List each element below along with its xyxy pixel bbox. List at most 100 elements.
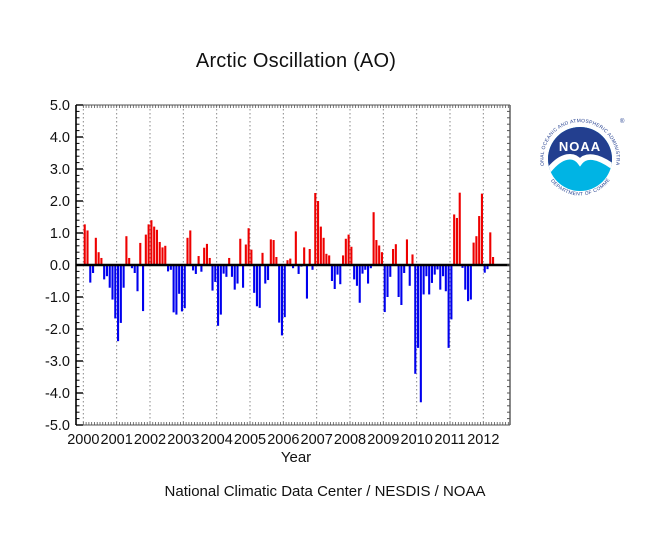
bar-2005-06 <box>264 265 267 284</box>
bar-2000-04 <box>92 265 95 273</box>
bar-2006-06 <box>297 265 300 274</box>
bar-2003-02 <box>186 237 189 265</box>
bar-2003-10 <box>208 257 211 265</box>
bar-2003-05 <box>194 265 197 274</box>
x-axis-title: Year <box>280 449 312 466</box>
bar-2007-07 <box>333 265 336 289</box>
bar-2006-03 <box>289 258 292 265</box>
bar-2001-11 <box>144 234 147 265</box>
bar-2007-04 <box>325 253 328 265</box>
bar-2001-02 <box>119 265 122 323</box>
bar-2002-11 <box>178 265 181 294</box>
y-tick-label-3.0: 3.0 <box>50 162 70 178</box>
bar-2005-10 <box>275 257 278 265</box>
bar-2004-08 <box>236 265 239 284</box>
bar-2011-05 <box>461 265 464 268</box>
bar-2010-07 <box>433 265 436 275</box>
x-tick-label-2003: 2003 <box>167 432 199 448</box>
bar-2011-03 <box>455 217 458 265</box>
bar-2002-03 <box>155 229 158 265</box>
bar-2008-12 <box>380 252 383 265</box>
bar-2008-07 <box>367 265 370 284</box>
y-tick-label-1.0: 1.0 <box>50 226 70 242</box>
bar-2005-08 <box>269 239 272 265</box>
y-tick-label-0.0: 0.0 <box>50 258 70 274</box>
bar-2000-03 <box>89 265 92 283</box>
bar-2011-12 <box>480 193 483 265</box>
footer-credit: National Climatic Data Center / NESDIS /… <box>164 483 486 500</box>
bar-2002-02 <box>153 226 156 265</box>
bar-2005-02 <box>253 265 256 293</box>
bar-2006-08 <box>303 247 306 265</box>
bar-2009-07 <box>400 265 403 305</box>
bar-2010-12 <box>447 265 450 348</box>
bar-2003-04 <box>192 265 195 271</box>
x-tick-label-2000: 2000 <box>67 432 99 448</box>
bar-2002-04 <box>158 241 161 265</box>
bar-2008-08 <box>369 265 372 269</box>
bar-2002-12 <box>180 265 183 312</box>
bar-2006-05 <box>294 231 297 265</box>
bar-2002-05 <box>161 247 164 265</box>
bar-2012-02 <box>486 265 489 270</box>
bar-2009-05 <box>394 244 397 265</box>
bar-2007-06 <box>330 265 333 281</box>
bar-2004-01 <box>217 265 220 326</box>
y-tick-label--3.0: -3.0 <box>45 354 70 370</box>
bar-2012-01 <box>483 265 486 273</box>
bar-2011-06 <box>464 265 467 290</box>
bar-2002-10 <box>175 265 178 315</box>
bar-2012-03 <box>489 232 492 265</box>
bar-2002-07 <box>167 265 170 272</box>
bar-2004-04 <box>225 265 228 277</box>
x-tick-label-2007: 2007 <box>301 432 333 448</box>
x-tick-label-2001: 2001 <box>101 432 133 448</box>
bar-2000-01 <box>83 224 86 265</box>
bar-2002-06 <box>164 245 167 265</box>
y-tick-label-5.0: 5.0 <box>50 98 70 114</box>
bar-2003-08 <box>203 247 206 265</box>
x-tick-label-2011: 2011 <box>434 432 465 448</box>
bar-2007-02 <box>319 226 322 265</box>
bar-2001-10 <box>142 265 145 312</box>
y-tick-label--1.0: -1.0 <box>45 290 70 306</box>
bar-2000-07 <box>100 257 103 265</box>
seagull-icon <box>548 154 612 173</box>
bar-2002-01 <box>150 220 153 265</box>
bar-2006-02 <box>286 260 289 265</box>
bar-2010-02 <box>419 265 422 403</box>
bar-2011-08 <box>469 265 472 300</box>
registered-trademark-icon: ® <box>620 118 625 125</box>
bar-2004-10 <box>242 265 245 288</box>
bar-2004-07 <box>233 265 236 290</box>
bar-2001-05 <box>128 257 131 265</box>
bar-2004-12 <box>247 228 250 265</box>
bar-2009-11 <box>411 254 414 265</box>
bar-2003-09 <box>205 243 208 265</box>
y-tick-label--4.0: -4.0 <box>45 386 70 402</box>
bar-2007-05 <box>328 255 331 265</box>
bar-2008-11 <box>378 245 381 265</box>
bar-2006-10 <box>308 249 311 265</box>
bar-2004-11 <box>244 244 247 265</box>
bar-2009-01 <box>383 265 386 313</box>
bar-2010-09 <box>439 265 442 290</box>
x-tick-label-2008: 2008 <box>334 432 366 448</box>
bar-2011-11 <box>478 216 481 265</box>
bar-2008-05 <box>361 265 364 274</box>
bar-2011-04 <box>458 192 461 265</box>
x-tick-label-2012: 2012 <box>467 432 499 448</box>
bar-2009-02 <box>386 265 389 297</box>
bar-2003-03 <box>189 230 192 265</box>
bar-2004-02 <box>219 265 222 315</box>
logo-noaa-word: NOAA <box>559 139 601 154</box>
logo-emblem <box>548 127 612 191</box>
bar-2011-01 <box>450 265 453 320</box>
bar-2007-01 <box>317 201 320 265</box>
bar-2011-09 <box>472 242 475 265</box>
bar-2001-12 <box>147 224 150 265</box>
bar-2012-04 <box>492 257 495 265</box>
bar-2010-04 <box>425 265 428 277</box>
bar-2008-03 <box>355 265 358 286</box>
bar-2010-03 <box>422 265 425 295</box>
